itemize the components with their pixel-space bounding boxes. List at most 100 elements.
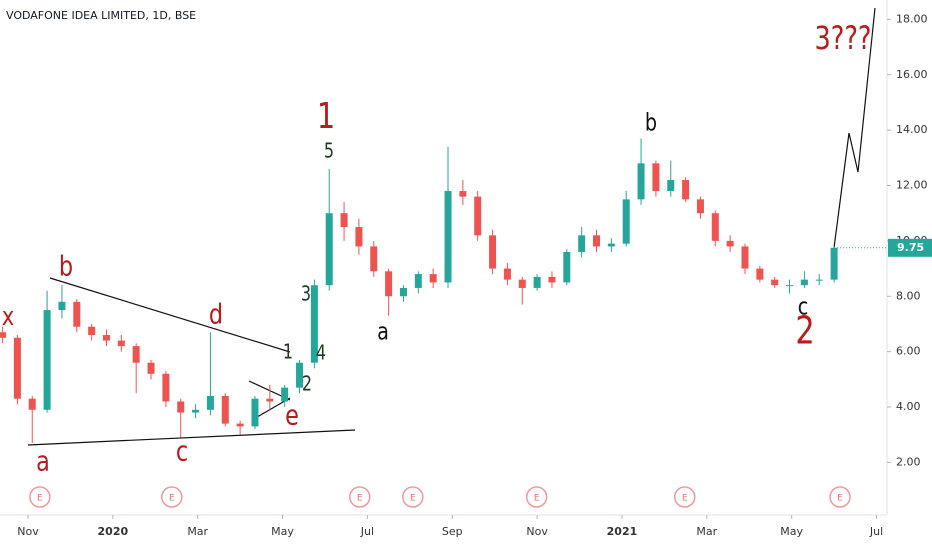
wave-label: c (176, 434, 188, 467)
wave-label: 3??? (814, 19, 871, 57)
earnings-marker (402, 486, 424, 508)
candle-body (489, 235, 497, 269)
candle-body (667, 179, 675, 192)
candle-body (117, 340, 125, 347)
candle-body (503, 268, 511, 280)
candle-body (414, 274, 422, 288)
wave-label: 2 (302, 373, 312, 396)
earnings-label: E (837, 494, 843, 504)
wave-label: 1 (317, 95, 335, 137)
candle-body (28, 398, 36, 410)
candle-body (711, 213, 719, 241)
y-tick-label: 2.00 (896, 455, 921, 468)
candle-body (296, 362, 304, 388)
candle-body (43, 310, 51, 410)
wave-label: 2 (795, 309, 814, 353)
candle-body (800, 279, 808, 286)
candle-body (58, 301, 66, 311)
earnings-label: E (534, 494, 540, 504)
wave-label: b (645, 110, 657, 138)
candle-body (756, 268, 764, 280)
wave-label: 4 (316, 342, 326, 365)
wave-label: 1 (283, 341, 293, 364)
x-tick-label: Jul (360, 525, 374, 538)
y-tick-label: 14.00 (896, 123, 928, 136)
candle-body (518, 279, 526, 288)
earnings-label: E (169, 494, 175, 504)
candle-body (192, 409, 200, 413)
candle-body (13, 337, 21, 399)
earnings-label: E (682, 494, 688, 504)
candle-body (88, 326, 96, 336)
candle-body (266, 398, 274, 402)
x-tick-label: Jul (869, 525, 883, 538)
candle-body (206, 395, 214, 410)
x-tick-label: 2021 (607, 525, 638, 538)
earnings-label: E (410, 494, 416, 504)
candle-body (399, 287, 407, 297)
x-tick-label: Mar (696, 525, 717, 538)
candle-body (355, 227, 363, 247)
x-tick-label: Nov (526, 525, 548, 538)
candle-body (132, 346, 140, 363)
candle-body (652, 163, 660, 192)
wave-label: e (285, 398, 299, 431)
y-tick-label: 8.00 (896, 289, 921, 302)
candle-body (162, 373, 170, 402)
trendline (27, 429, 356, 446)
candle-body (637, 163, 645, 200)
candle-body (533, 276, 541, 288)
y-tick-label: 6.00 (896, 345, 921, 358)
candle-body (444, 191, 452, 283)
wave-label: d (209, 297, 223, 330)
y-tick-label: 16.00 (896, 68, 928, 81)
candle-body (563, 251, 571, 283)
candle-body (236, 423, 244, 427)
candle-body (771, 279, 779, 286)
wave-label: 5 (324, 140, 334, 163)
candle-body (682, 179, 690, 200)
wave-label: a (36, 444, 50, 477)
last-price-box (888, 238, 932, 257)
candle-body (429, 274, 437, 283)
last-price-label: 9.75 (897, 241, 924, 254)
trendline (49, 277, 291, 353)
candle-body (370, 246, 378, 272)
x-tick-label: 2020 (98, 525, 129, 538)
candle-body (474, 196, 482, 236)
candle-body (221, 395, 229, 424)
earnings-marker (349, 486, 371, 508)
candle-body (696, 199, 704, 214)
projection-line (833, 7, 876, 249)
earnings-marker (674, 486, 696, 508)
wave-label: 3 (301, 283, 311, 306)
candle-body (177, 401, 185, 413)
earnings-marker (525, 486, 548, 508)
candle-body (0, 332, 7, 338)
candle-body (726, 240, 734, 247)
earnings-marker (29, 486, 51, 508)
candle-body (310, 285, 318, 363)
earnings-marker (161, 486, 183, 508)
wave-label: x (2, 301, 14, 332)
candle-body (548, 276, 556, 283)
chart-title: VODAFONE IDEA LIMITED, 1D, BSE (6, 9, 196, 22)
earnings-marker (829, 486, 851, 508)
candle-body (325, 213, 333, 286)
candle-body (251, 398, 259, 427)
candle-body (593, 235, 601, 247)
x-tick-label: Mar (187, 525, 208, 538)
candle-body (622, 199, 630, 244)
y-tick-label: 4.00 (896, 400, 921, 413)
x-tick-label: Sep (442, 525, 463, 538)
candle-body (786, 285, 794, 287)
wave-label: b (59, 249, 73, 282)
candle-body (830, 247, 838, 280)
candle-body (102, 335, 110, 341)
x-tick-label: May (780, 525, 803, 538)
candle-body (73, 301, 81, 327)
x-tick-label: May (271, 525, 294, 538)
candle-body (578, 235, 586, 252)
